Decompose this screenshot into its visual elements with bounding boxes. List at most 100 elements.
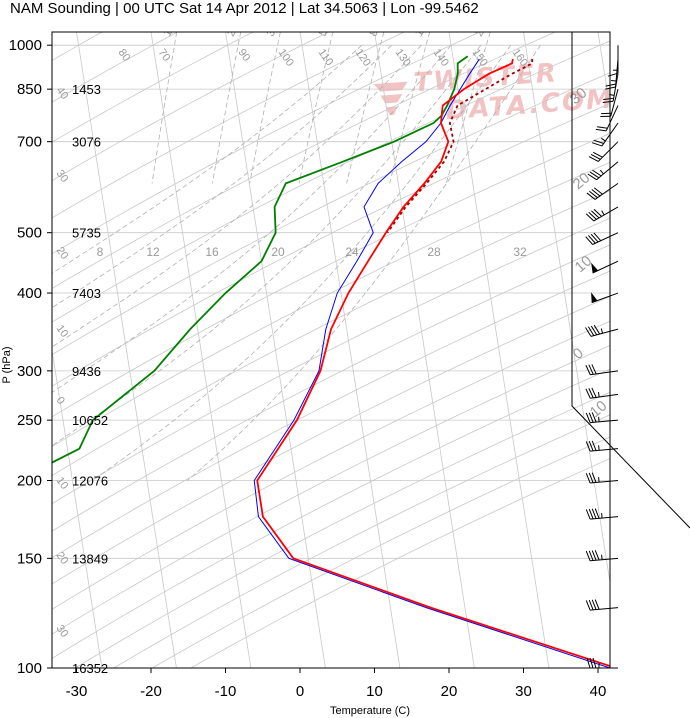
isotherm-line xyxy=(150,32,252,668)
barb-staff xyxy=(590,516,619,520)
y-tick-label: 700 xyxy=(17,134,42,151)
wind-barb xyxy=(591,260,619,274)
wind-barb xyxy=(587,161,619,181)
barb-feather xyxy=(593,139,604,144)
barb-feather xyxy=(593,187,603,195)
barb-staff xyxy=(590,607,619,611)
height-label: 10652 xyxy=(72,413,108,428)
mixing-ratio-label: 5 xyxy=(317,27,330,38)
barb-staff xyxy=(612,73,619,102)
barb-pennant xyxy=(591,292,598,303)
barb-staff xyxy=(590,328,619,337)
barb-half-feather xyxy=(600,137,606,142)
isotherm-line xyxy=(76,32,177,668)
isotherm-side-label: 10 xyxy=(54,475,71,492)
isotherm-right-label: 10 xyxy=(587,397,611,421)
dry-adiabat xyxy=(52,72,610,356)
dry-adiabat xyxy=(52,32,178,103)
dry-adiabat xyxy=(52,244,610,532)
wind-barb xyxy=(585,232,619,245)
barb-feather xyxy=(605,83,616,87)
barb-feather xyxy=(591,508,597,519)
mixing-ratio-label: 2 xyxy=(225,27,238,38)
isotherm-label: 110 xyxy=(316,47,336,68)
barb-half-feather xyxy=(600,328,604,334)
isotherm-line xyxy=(597,32,610,111)
barb-pennant xyxy=(591,262,599,274)
moist-adiabat xyxy=(52,44,452,393)
mixing-ratio-line xyxy=(389,32,431,184)
barb-feather xyxy=(588,508,594,519)
barb-feather xyxy=(588,235,596,244)
barb-feather xyxy=(595,128,607,132)
barb-feather xyxy=(585,600,591,611)
barb-staff xyxy=(597,141,619,162)
barb-feather xyxy=(588,440,594,452)
wind-barb xyxy=(585,550,619,562)
barb-feather xyxy=(585,550,591,561)
wetbulb-label: 12 xyxy=(146,245,160,259)
wetbulb-label: 32 xyxy=(513,245,527,259)
barb-feather xyxy=(585,388,591,399)
barb-staff xyxy=(593,206,619,222)
isotherm-side-label: 40 xyxy=(54,85,71,102)
barb-feather xyxy=(594,550,600,561)
height-label: 12076 xyxy=(72,474,108,489)
mixing-ratio-label: 20 xyxy=(473,22,490,39)
barb-feather xyxy=(588,364,594,375)
moist-adiabat xyxy=(52,44,422,348)
barb-feather xyxy=(586,192,596,200)
mixing-ratio-line xyxy=(298,32,334,184)
barb-feather xyxy=(588,550,594,561)
moist-adiabat xyxy=(52,44,482,447)
barb-feather xyxy=(586,657,591,669)
barb-feather xyxy=(589,190,598,199)
barb-feather xyxy=(591,472,597,483)
barb-feather xyxy=(591,412,597,423)
isotherm-line xyxy=(299,32,401,668)
barb-staff xyxy=(610,89,619,117)
wind-barb xyxy=(585,599,619,611)
barb-staff xyxy=(594,182,619,200)
wind-barb xyxy=(585,472,619,484)
virtual-temperature-line xyxy=(386,59,534,234)
dry-adiabat xyxy=(52,296,610,585)
barb-feather xyxy=(591,387,597,398)
barb-feather xyxy=(588,211,597,220)
barb-staff xyxy=(590,448,619,452)
y-tick-label: 400 xyxy=(17,285,42,302)
height-labels: 16352 13849 12076 10652 9436 7403 5735 3076 1453 xyxy=(72,82,108,676)
dry-adiabat xyxy=(52,32,329,182)
dry-adiabat xyxy=(52,132,610,418)
isotherm-side-label: 30 xyxy=(54,168,71,185)
barb-feather xyxy=(590,233,599,243)
barb-staff xyxy=(590,370,619,376)
mixing-ratio-line xyxy=(211,32,242,184)
dry-adiabat xyxy=(52,217,610,505)
dry-adiabat xyxy=(151,436,610,668)
wind-barb xyxy=(586,182,619,200)
barb-feather xyxy=(594,508,600,519)
wind-barb xyxy=(588,141,619,162)
height-label: 13849 xyxy=(72,551,108,566)
wind-barb xyxy=(585,206,619,222)
barb-feather xyxy=(587,173,597,181)
barb-feather xyxy=(585,213,595,222)
barb-feather xyxy=(592,657,597,669)
mixing-ratio-label: 1 xyxy=(161,27,174,38)
dry-adiabat xyxy=(52,40,610,323)
dry-adiabat xyxy=(52,190,610,477)
height-label: 1453 xyxy=(72,82,101,97)
isotherm-label: 70 xyxy=(156,47,173,64)
dry-adiabat xyxy=(74,391,610,668)
x-tick-label: 10 xyxy=(366,683,383,700)
barb-feather xyxy=(588,156,599,162)
isotherm-side-label: 10 xyxy=(54,323,71,340)
x-tick-label: -20 xyxy=(140,683,162,700)
barb-feather xyxy=(585,509,591,520)
y-axis-label: P (hPa) xyxy=(1,346,13,383)
watermark-logo: TWISTER DATA.COM xyxy=(373,58,615,126)
barb-feather xyxy=(585,441,591,452)
barb-feather xyxy=(589,657,594,669)
wind-barb xyxy=(585,387,619,399)
